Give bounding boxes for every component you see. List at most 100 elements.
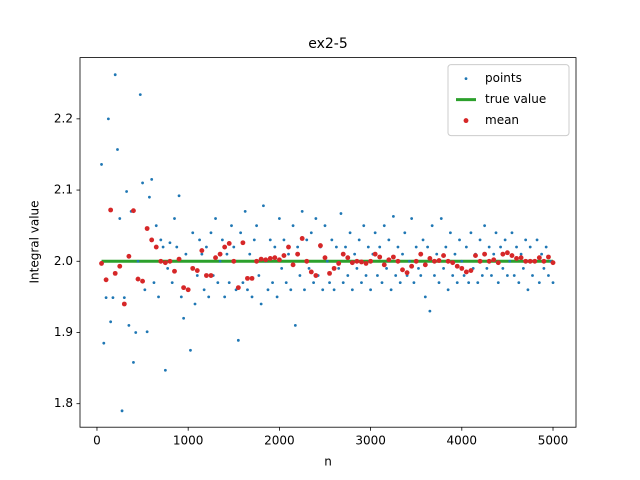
point bbox=[355, 266, 359, 270]
point bbox=[216, 281, 220, 285]
y-tick-label: 1.9 bbox=[54, 325, 73, 339]
point bbox=[492, 252, 496, 256]
point bbox=[491, 257, 497, 263]
point bbox=[550, 260, 556, 266]
point bbox=[494, 231, 498, 235]
point bbox=[121, 301, 127, 307]
point bbox=[218, 259, 222, 263]
point bbox=[483, 224, 487, 228]
chart-title: ex2-5 bbox=[308, 36, 348, 52]
y-tick-label: 1.8 bbox=[54, 396, 73, 410]
point bbox=[372, 251, 378, 257]
point bbox=[490, 274, 493, 277]
point bbox=[203, 273, 209, 278]
point bbox=[176, 256, 182, 262]
point bbox=[159, 238, 163, 242]
point bbox=[535, 238, 539, 242]
point bbox=[541, 258, 547, 264]
point bbox=[503, 238, 507, 242]
point bbox=[125, 190, 129, 193]
y-tick-label: 2.0 bbox=[54, 254, 73, 268]
point bbox=[150, 177, 154, 181]
point bbox=[345, 255, 351, 261]
point bbox=[540, 252, 544, 256]
point bbox=[173, 217, 176, 220]
point bbox=[198, 238, 201, 242]
point bbox=[515, 245, 518, 249]
point bbox=[544, 245, 548, 249]
point bbox=[272, 255, 278, 261]
point bbox=[287, 252, 290, 256]
point bbox=[313, 273, 319, 278]
x-tick-label: 0 bbox=[93, 434, 101, 448]
point bbox=[268, 238, 272, 242]
point bbox=[175, 245, 179, 249]
point bbox=[240, 240, 246, 246]
point bbox=[517, 281, 521, 285]
point bbox=[519, 252, 523, 256]
point bbox=[284, 281, 288, 285]
point bbox=[341, 281, 345, 285]
point bbox=[132, 360, 135, 364]
point bbox=[309, 231, 313, 235]
point bbox=[385, 266, 388, 270]
legend-label: points bbox=[485, 71, 522, 85]
point bbox=[551, 281, 555, 285]
point bbox=[455, 281, 459, 285]
point bbox=[138, 93, 142, 97]
point bbox=[395, 258, 401, 264]
point bbox=[116, 148, 119, 151]
point bbox=[257, 274, 261, 277]
point bbox=[363, 260, 369, 266]
point bbox=[419, 274, 423, 277]
point bbox=[364, 274, 368, 277]
point bbox=[120, 409, 124, 413]
point bbox=[546, 254, 551, 260]
axes-frame bbox=[79, 57, 577, 428]
y-tick-label: 2.1 bbox=[54, 183, 73, 197]
point bbox=[441, 253, 446, 258]
point bbox=[109, 320, 113, 324]
point bbox=[277, 217, 281, 220]
point bbox=[266, 288, 270, 292]
point bbox=[386, 257, 392, 263]
point bbox=[450, 260, 456, 266]
point bbox=[280, 266, 284, 270]
point bbox=[322, 255, 328, 261]
point bbox=[401, 252, 404, 256]
point bbox=[158, 258, 164, 264]
point bbox=[118, 217, 122, 220]
point bbox=[350, 288, 354, 292]
point bbox=[263, 257, 269, 263]
point bbox=[226, 241, 232, 246]
point bbox=[410, 217, 414, 220]
point bbox=[141, 181, 144, 185]
point bbox=[508, 259, 512, 263]
point bbox=[523, 258, 529, 264]
point bbox=[103, 277, 109, 283]
y-axis-label: Integral value bbox=[28, 200, 42, 283]
point bbox=[108, 207, 114, 213]
point bbox=[462, 274, 466, 277]
point bbox=[145, 330, 149, 334]
point bbox=[332, 288, 336, 292]
point bbox=[154, 224, 158, 228]
point bbox=[394, 274, 398, 277]
point bbox=[249, 275, 255, 281]
point bbox=[495, 260, 501, 266]
point bbox=[231, 258, 237, 264]
point bbox=[421, 238, 425, 242]
point bbox=[387, 238, 391, 242]
point bbox=[360, 281, 363, 285]
point bbox=[255, 224, 258, 228]
point bbox=[144, 226, 150, 231]
point bbox=[413, 258, 419, 264]
point bbox=[398, 281, 402, 285]
point bbox=[366, 245, 370, 249]
point bbox=[299, 236, 305, 241]
point bbox=[426, 245, 430, 249]
point bbox=[304, 258, 310, 264]
point bbox=[148, 195, 151, 199]
y-tick-label: 2.2 bbox=[54, 111, 73, 125]
x-tick-label: 3000 bbox=[355, 434, 386, 448]
